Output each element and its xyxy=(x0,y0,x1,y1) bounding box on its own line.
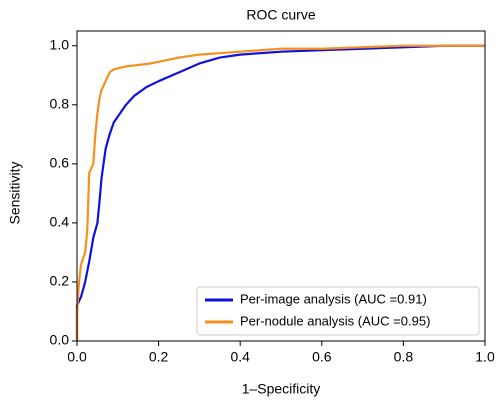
roc-line xyxy=(75,44,485,341)
y-tick-label: 0.8 xyxy=(50,96,70,112)
roc-line xyxy=(75,44,485,341)
plot-frame xyxy=(76,30,486,342)
x-tick-label: 0.2 xyxy=(149,349,169,365)
y-tick-label: 1.0 xyxy=(50,36,70,52)
legend-box xyxy=(196,286,480,336)
chart-title: ROC curve xyxy=(246,7,315,23)
y-axis-label: Sensitivity xyxy=(7,161,23,224)
y-tick-label: 0.0 xyxy=(50,332,70,348)
x-tick-label: 0.8 xyxy=(394,349,414,365)
x-tick-label: 1.0 xyxy=(475,349,495,365)
y-tick-label: 0.6 xyxy=(50,155,70,171)
y-tick-label: 0.4 xyxy=(50,214,70,230)
x-axis-label: 1–Specificity xyxy=(242,381,321,397)
y-tick-label: 0.2 xyxy=(50,273,70,289)
x-tick-label: 0.4 xyxy=(230,349,250,365)
legend-label: Per-nodule analysis (AUC =0.95) xyxy=(240,313,430,328)
x-tick-label: 0.0 xyxy=(67,349,87,365)
x-tick-label: 0.6 xyxy=(312,349,332,365)
legend-label: Per-image analysis (AUC =0.91) xyxy=(240,291,427,306)
